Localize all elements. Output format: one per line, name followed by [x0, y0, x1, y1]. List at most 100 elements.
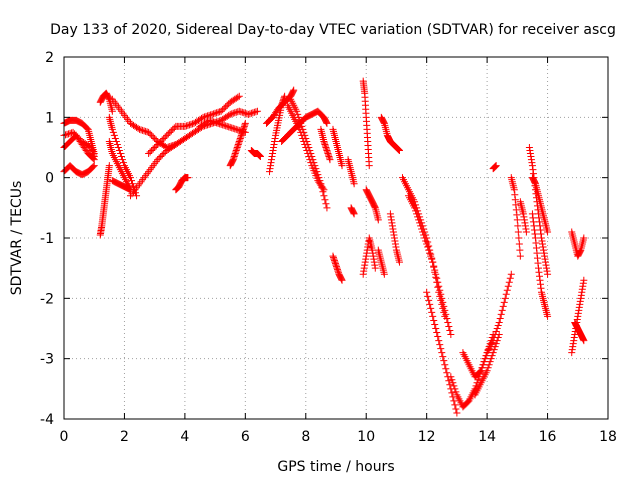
data-point [231, 125, 239, 133]
data-point [493, 337, 501, 345]
data-point [241, 119, 249, 127]
data-point [65, 130, 73, 138]
y-axis-label: SDTVAR / TECUs [9, 181, 25, 296]
data-point [362, 255, 370, 263]
data-point [210, 118, 218, 126]
data-point [322, 144, 330, 151]
data-point [451, 401, 459, 409]
data-point [148, 131, 156, 139]
data-point [394, 146, 402, 154]
data-point [232, 148, 240, 156]
data-point [226, 123, 234, 131]
data-point [208, 110, 216, 118]
data-point [290, 86, 298, 94]
data-point [412, 207, 420, 215]
data-point [502, 290, 510, 298]
data-point [514, 222, 522, 230]
data-point [232, 125, 240, 133]
data-point [580, 337, 588, 345]
data-point [493, 325, 501, 332]
data-point [374, 216, 382, 224]
data-point [543, 264, 551, 272]
data-point [223, 122, 231, 130]
data-point [231, 151, 239, 159]
data-point [338, 275, 346, 283]
data-point [445, 322, 453, 330]
data-point [433, 329, 441, 337]
data-point [386, 210, 394, 218]
data-point [365, 162, 373, 170]
data-point [435, 337, 443, 345]
series-arc-x [329, 252, 346, 284]
data-point [322, 145, 330, 153]
data-point [530, 222, 538, 230]
data-point [447, 331, 455, 339]
data-point [294, 110, 302, 118]
data-point [488, 352, 496, 360]
series-arc-al [471, 331, 503, 399]
data-point [544, 270, 552, 278]
data-point [449, 379, 457, 387]
data-point [331, 258, 339, 266]
data-point [390, 234, 398, 242]
data-point [491, 343, 499, 351]
data-point [185, 121, 193, 129]
data-point [507, 270, 515, 278]
data-point [145, 128, 153, 136]
x-tick-label: 8 [301, 429, 310, 445]
data-point [419, 228, 427, 236]
series-arc-au [571, 318, 588, 345]
data-point [568, 349, 576, 357]
data-point [579, 282, 587, 290]
data-point [323, 119, 331, 127]
data-point [304, 150, 312, 158]
data-point [542, 258, 550, 266]
data-point [575, 303, 583, 311]
data-point [332, 261, 340, 269]
data-point [113, 140, 121, 148]
data-point [431, 320, 439, 328]
data-point [214, 108, 222, 116]
data-point [161, 133, 169, 141]
series-arc-aa [359, 77, 373, 170]
data-point [217, 120, 225, 128]
series-arc-y [344, 156, 358, 188]
data-point [580, 276, 588, 284]
data-point [266, 165, 274, 173]
data-point [424, 292, 432, 300]
data-point [498, 306, 506, 314]
data-point [220, 104, 228, 112]
data-point [443, 369, 451, 377]
data-point [236, 136, 244, 144]
data-point [527, 153, 535, 161]
x-tick-label: 18 [599, 429, 617, 445]
data-point [444, 318, 452, 326]
data-point [387, 216, 395, 224]
data-point [225, 123, 233, 131]
data-point [529, 166, 537, 174]
data-point [534, 259, 542, 267]
data-point [157, 153, 165, 161]
data-point [370, 255, 378, 263]
data-point [208, 117, 216, 125]
data-point [539, 240, 547, 248]
x-tick-label: 6 [241, 429, 250, 445]
data-point [487, 355, 495, 363]
series-arc-ak [459, 270, 515, 381]
data-point [513, 216, 521, 224]
data-point [414, 213, 422, 221]
data-point [530, 226, 538, 234]
data-point [237, 108, 245, 116]
data-point [492, 328, 500, 336]
data-point [495, 331, 503, 339]
data-point [533, 249, 541, 257]
data-point [371, 203, 379, 211]
data-point [361, 258, 369, 266]
data-point [187, 120, 195, 128]
data-point [109, 128, 117, 136]
data-point [537, 230, 545, 238]
data-point [569, 340, 577, 348]
data-point [211, 118, 219, 126]
data-point [223, 101, 231, 109]
data-point [133, 192, 141, 200]
